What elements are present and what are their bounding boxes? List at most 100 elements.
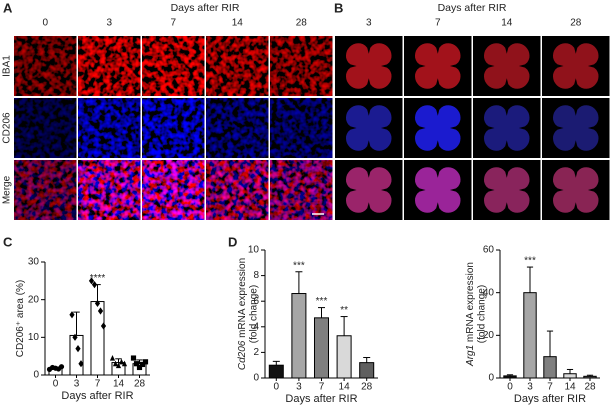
micrograph-signal [270,160,333,220]
micrograph-signal [78,160,141,220]
column-label: 3 [366,18,372,29]
micrograph-signal [142,160,205,220]
retina [484,105,530,151]
bar [90,301,105,376]
y-axis-label: CD206⁺ area (%) [15,280,26,358]
significance-label: *** [524,256,536,267]
row-label: CD206 [2,112,13,144]
column-label: 7 [435,18,441,29]
micrograph-signal [142,36,205,96]
data-point [78,360,84,368]
micrograph-signal [78,36,141,96]
micrograph-signal [270,36,333,96]
data-point [112,360,119,367]
y-tick-label: 40 [483,287,495,298]
bar [523,292,537,379]
column-label: 14 [501,18,513,29]
retina [484,167,530,213]
y-tick-label: 20 [28,294,40,305]
bar [359,362,375,379]
y-tick-label: 8 [253,270,259,281]
y-tick-label: 60 [483,245,495,256]
y-tick-label: 4 [253,321,259,332]
retina [415,43,461,89]
y-axis-label: Cd206 mRNA expression [237,258,248,370]
panel-label: C [3,234,13,249]
x-tick-label: 28 [134,379,146,390]
data-point [88,277,95,285]
data-point [94,299,101,308]
x-tick-label: 0 [507,382,513,393]
micrograph-signal [78,98,141,158]
data-point [115,362,122,369]
retina [415,167,461,213]
y-tick-label: 0 [488,373,494,384]
x-tick-label: 7 [547,382,553,393]
x-tick-label: 0 [274,382,280,393]
data-point [130,355,137,361]
data-point [58,364,65,370]
panel-header: Days after RIR [171,2,240,14]
panel-label: A [3,0,13,15]
retina [553,43,599,89]
column-label: 7 [170,18,176,29]
data-point [139,361,146,368]
y-tick-label: 2 [253,347,259,358]
bar [543,356,557,379]
y-tick-label: 10 [248,245,260,256]
x-tick-label: 3 [296,382,302,393]
panel-label: D [228,234,237,249]
x-tick-label: 7 [95,379,101,390]
significance-label: **** [90,273,106,284]
retina [346,105,392,151]
data-point [97,307,104,315]
y-tick-label: 0 [253,373,259,384]
significance-label: *** [316,296,328,307]
x-tick-label: 14 [113,379,125,390]
column-label: 0 [42,18,48,29]
retina [346,167,392,213]
retina [346,43,392,89]
micrograph-signal [14,36,77,96]
x-tick-label: 28 [584,382,596,393]
data-point [133,361,140,367]
data-point [142,359,149,365]
data-point [69,311,75,319]
y-tick-label: 20 [483,330,495,341]
x-tick-label: 14 [339,382,351,393]
y-axis-label: (fold change) [249,285,260,343]
y-tick-label: 30 [28,257,40,268]
data-point [91,281,98,289]
x-tick-label: 3 [74,379,80,390]
bar [336,335,352,379]
retina [415,105,461,151]
column-label: 28 [570,18,582,29]
data-point [121,360,128,367]
micrograph-signal [206,36,269,96]
data-point [72,333,78,341]
column-label: 3 [106,18,112,29]
micrograph-signal [142,98,205,158]
y-tick-label: 0 [33,370,39,381]
significance-label: *** [293,260,305,271]
micrographs [14,36,610,220]
x-axis-label: Days after RIR [61,390,133,402]
data-point [118,358,125,365]
bar [268,364,284,379]
bar [583,375,597,379]
y-tick-label: 6 [253,296,259,307]
y-axis-label: Arg1 mRNA expression [465,262,476,367]
row-label: Merge [2,175,13,204]
y-axis-label: (fold change) [477,285,488,343]
x-tick-label: 28 [361,382,373,393]
data-point [100,322,107,330]
row-label: IBA1 [2,55,13,77]
x-tick-label: 7 [319,382,325,393]
significance-label: ** [340,305,348,316]
retina [553,105,599,151]
x-tick-label: 3 [527,382,533,393]
micrograph-signal [270,98,333,158]
retina [553,167,599,213]
column-label: 14 [232,18,244,29]
